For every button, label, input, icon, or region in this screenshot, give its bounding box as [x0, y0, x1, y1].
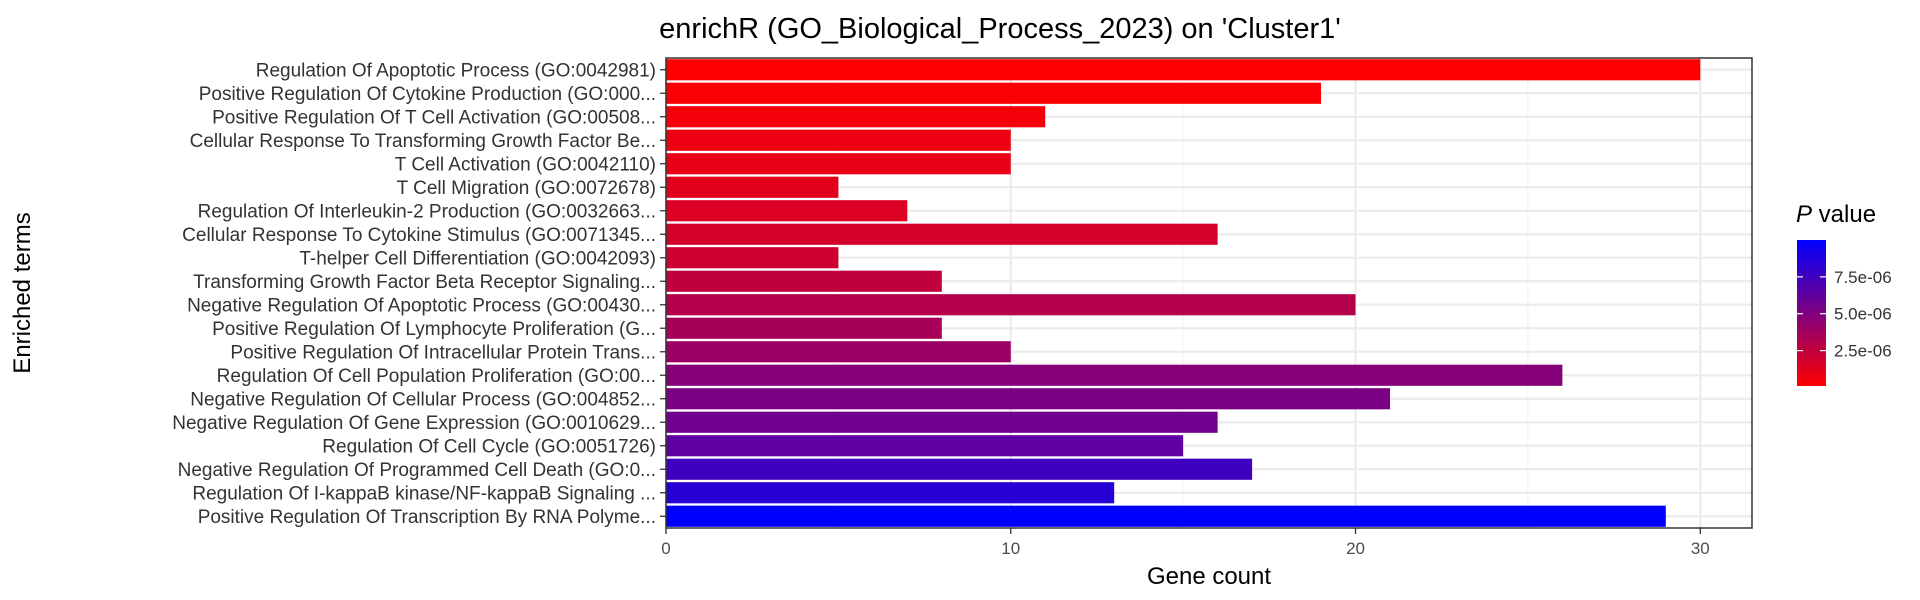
- category-label: Regulation Of Cell Cycle (GO:0051726): [322, 436, 656, 457]
- bar: [666, 270, 942, 292]
- bar: [666, 247, 839, 269]
- category-label: Positive Regulation Of Intracellular Pro…: [230, 342, 656, 363]
- x-ticks: 0 10 20 30: [661, 528, 1710, 558]
- bar: [666, 482, 1115, 504]
- legend-title-rest: value: [1812, 201, 1876, 228]
- category-label: Transforming Growth Factor Beta Receptor…: [193, 272, 656, 293]
- x-axis-title: Gene count: [1147, 563, 1271, 590]
- x-tick-label: 20: [1346, 539, 1365, 558]
- legend-label: 5.0e-06: [1834, 305, 1892, 324]
- y-axis-title: Enriched terms: [9, 212, 36, 373]
- category-label: Negative Regulation Of Gene Expression (…: [172, 413, 656, 434]
- category-label: Negative Regulation Of Cellular Process …: [190, 389, 656, 410]
- plot-area: [666, 58, 1752, 528]
- x-tick-label: 0: [661, 539, 670, 558]
- category-label: T-helper Cell Differentiation (GO:004209…: [299, 248, 656, 269]
- bar: [666, 411, 1218, 433]
- panel-background: [666, 58, 1752, 528]
- bar: [666, 153, 1011, 175]
- bar: [666, 458, 1253, 480]
- chart-title: enrichR (GO_Biological_Process_2023) on …: [659, 13, 1341, 45]
- legend: P value 7.5e-06 5.0e-06 2.5e-06: [1796, 201, 1892, 386]
- category-label: Negative Regulation Of Programmed Cell D…: [178, 460, 656, 481]
- category-label: Positive Regulation Of Lymphocyte Prolif…: [212, 319, 656, 340]
- bar: [666, 294, 1356, 316]
- legend-label: 2.5e-06: [1834, 342, 1892, 361]
- x-tick-label: 10: [1001, 539, 1020, 558]
- category-label: Positive Regulation Of T Cell Activation…: [212, 107, 656, 128]
- bar: [666, 82, 1322, 104]
- legend-label: 7.5e-06: [1834, 268, 1892, 287]
- bar: [666, 435, 1184, 457]
- bar: [666, 106, 1046, 128]
- category-label: Regulation Of I-kappaB kinase/NF-kappaB …: [192, 483, 656, 504]
- bars: [666, 59, 1701, 527]
- bar: [666, 129, 1011, 151]
- bar: [666, 341, 1011, 363]
- bar: [666, 59, 1701, 81]
- category-label: Negative Regulation Of Apoptotic Process…: [187, 295, 656, 316]
- colorbar: [1797, 240, 1826, 386]
- x-tick-label: 30: [1691, 539, 1710, 558]
- category-label: Regulation Of Cell Population Proliferat…: [217, 366, 656, 387]
- category-label: Regulation Of Apoptotic Process (GO:0042…: [256, 60, 656, 81]
- category-label: T Cell Migration (GO:0072678): [397, 178, 656, 199]
- panel-border: [665, 57, 1753, 529]
- bar: [666, 388, 1390, 410]
- bar: [666, 505, 1666, 527]
- bar: [666, 364, 1563, 386]
- bar: [666, 200, 908, 222]
- legend-title: P value: [1796, 201, 1876, 228]
- category-label: Regulation Of Interleukin-2 Production (…: [198, 201, 656, 222]
- category-label: Positive Regulation Of Cytokine Producti…: [199, 84, 656, 105]
- bar: [666, 317, 942, 339]
- legend-title-italic: P: [1796, 201, 1812, 228]
- category-label: T Cell Activation (GO:0042110): [395, 154, 656, 175]
- category-label: Cellular Response To Transforming Growth…: [190, 131, 656, 152]
- category-label: Cellular Response To Cytokine Stimulus (…: [182, 225, 656, 246]
- category-label: Positive Regulation Of Transcription By …: [198, 507, 656, 528]
- colorbar-ticks: 7.5e-06 5.0e-06 2.5e-06: [1797, 268, 1892, 361]
- category-labels: Regulation Of Apoptotic Process (GO:0042…: [172, 60, 666, 528]
- bar: [666, 176, 839, 198]
- bar: [666, 223, 1218, 245]
